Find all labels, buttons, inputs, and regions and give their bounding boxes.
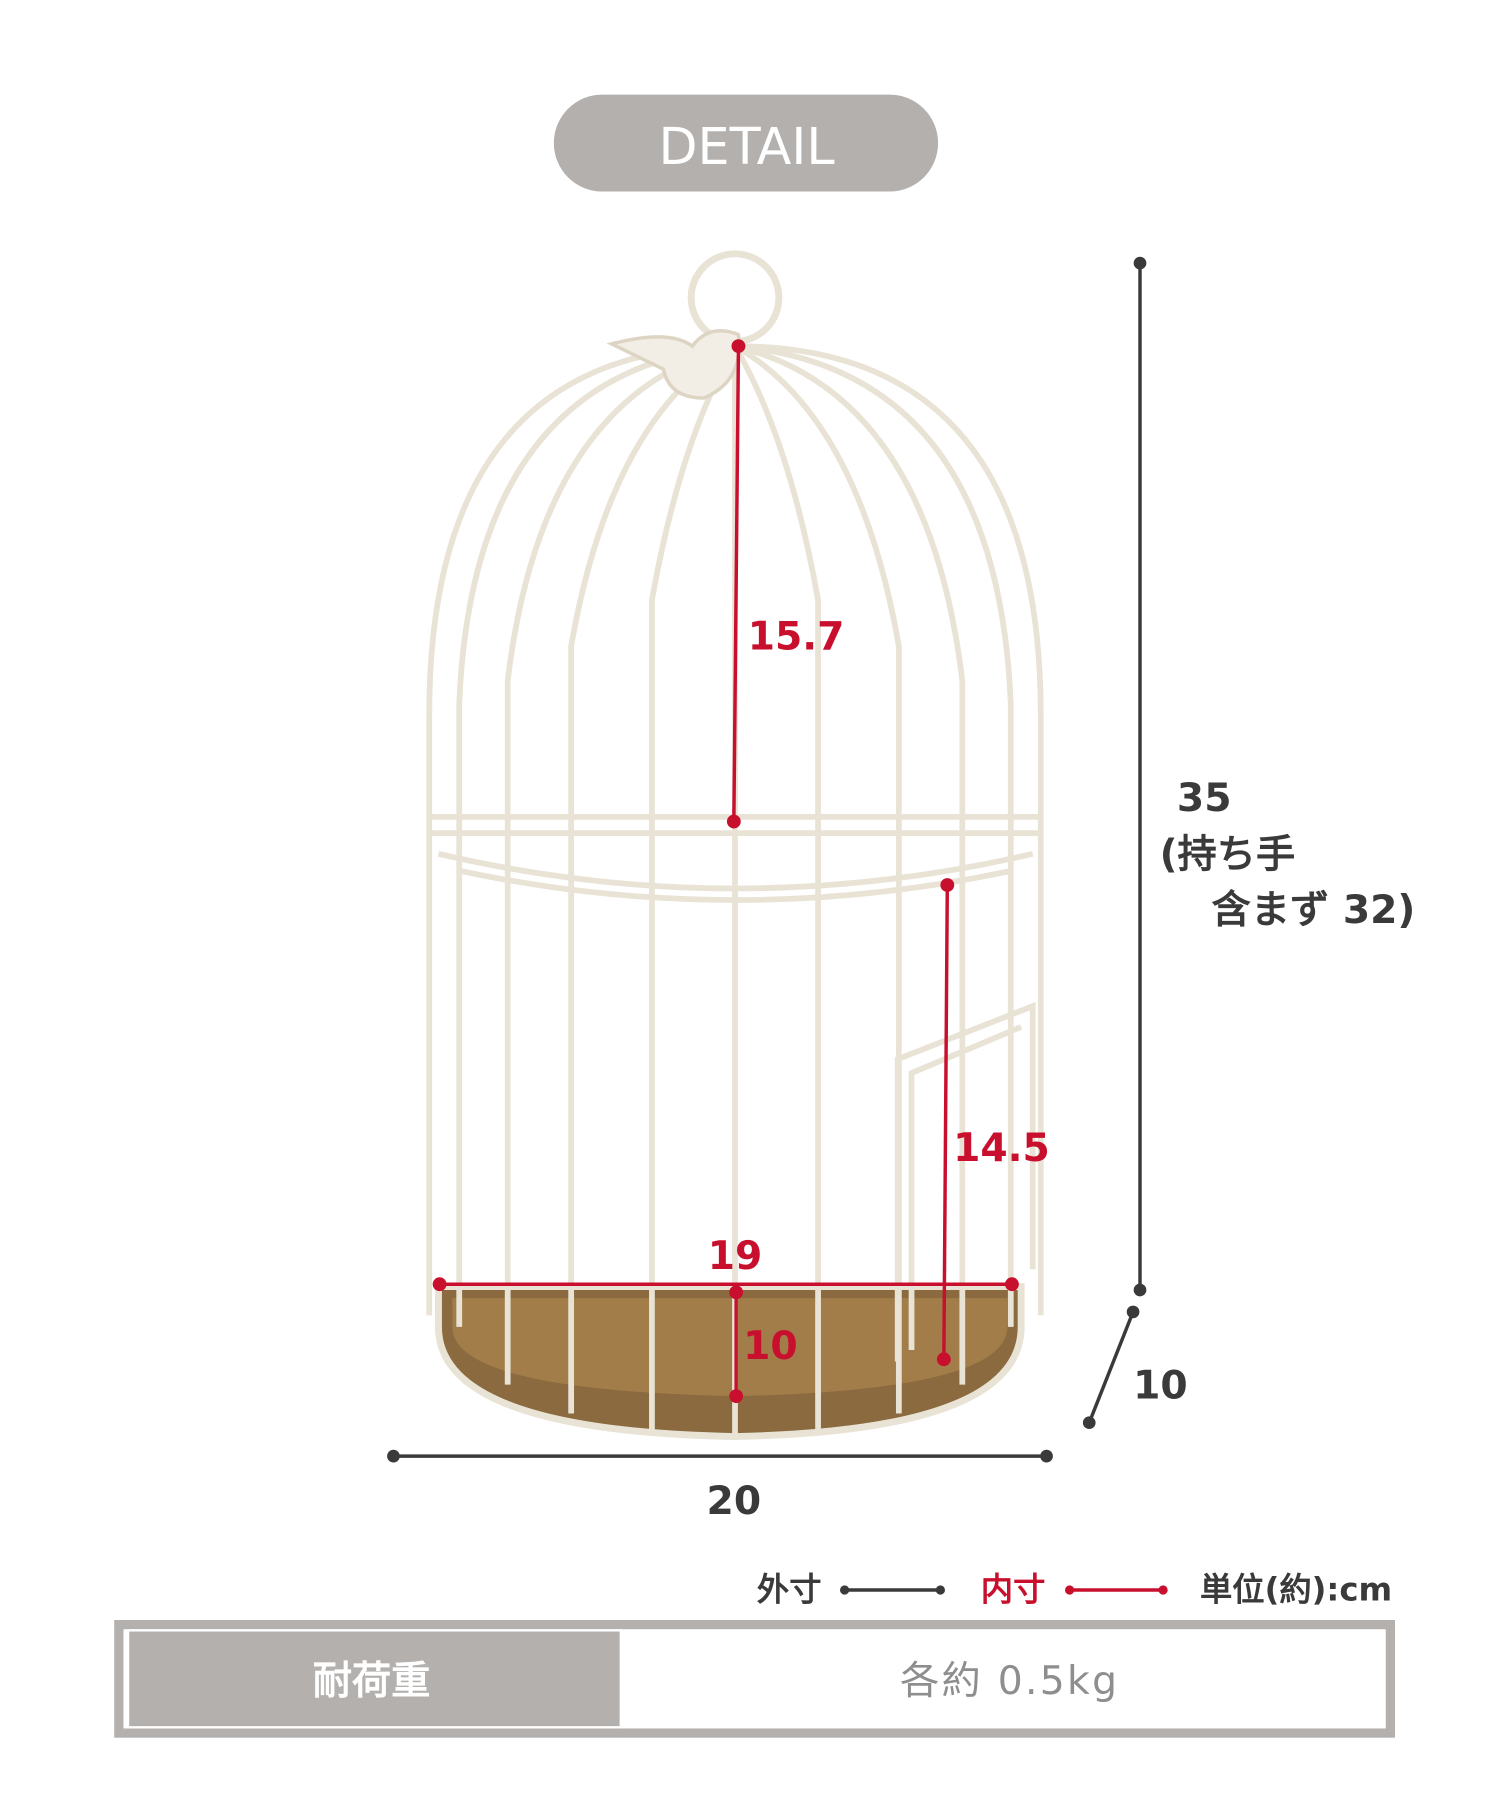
inner-width-value: 19: [708, 1234, 763, 1279]
legend: 外寸 内寸 単位(約):cm: [757, 1570, 1392, 1608]
spec-value: 各約 0.5kg: [900, 1659, 1119, 1704]
outer-height-note-2: 含まず 32): [1212, 888, 1416, 933]
inner-upper-height-value: 15.7: [748, 615, 845, 660]
inner-depth-value: 10: [743, 1324, 798, 1369]
spec-table: 耐荷重 各約 0.5kg: [114, 1619, 1395, 1738]
inner-dimensions: [432, 339, 1019, 1404]
inner-lower-height-value: 14.5: [953, 1126, 1050, 1171]
spec-label: 耐荷重: [313, 1659, 431, 1704]
outer-height-value: 35: [1177, 776, 1232, 821]
legend-inner-label: 内寸: [981, 1570, 1046, 1608]
legend-outer-label: 外寸: [757, 1570, 822, 1608]
depth-line: [1087, 1311, 1135, 1424]
unit-label: 単位(約):cm: [1200, 1570, 1392, 1608]
detail-badge: DETAIL: [553, 94, 939, 192]
detail-title: DETAIL: [658, 117, 834, 176]
outer-width-value: 20: [707, 1479, 762, 1524]
outer-height-note-1: (持ち手: [1160, 833, 1296, 878]
outer-depth-value: 10: [1133, 1363, 1188, 1408]
outer-dimensions: [387, 256, 1147, 1463]
